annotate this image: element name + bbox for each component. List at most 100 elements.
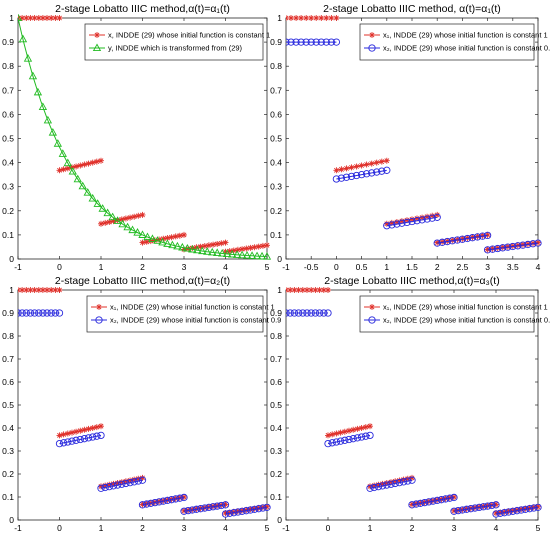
data-point-star [176,232,183,239]
data-point-star [234,246,241,253]
data-point-star [264,503,270,510]
data-point-star [299,287,306,293]
x-tick-label: -1 [14,523,22,533]
data-point-star [81,161,88,168]
data-point-circle [68,437,76,445]
data-point-circle [517,506,525,514]
data-point-star [93,424,100,431]
data-point-circle [209,503,217,511]
data-point-circle [418,216,426,224]
y-tick-label: 0.4 [270,158,282,168]
data-point-triangle [173,241,182,250]
data-point-star [251,505,258,512]
series-layer [286,15,542,254]
data-point-circle [234,508,242,516]
y-tick-label: 0.9 [270,308,282,318]
data-point-star [73,163,80,170]
data-point-circle [391,479,399,488]
data-point-star [329,431,336,438]
data-point-circle [22,309,30,317]
data-point-triangle [43,115,53,124]
y-tick-label: 0.3 [270,446,282,456]
x-tick-label: 0 [334,262,339,272]
y-tick-label: 0.3 [2,446,14,456]
y-tick-label: 0.1 [2,230,14,240]
y-tick-label: 0.8 [2,61,14,71]
data-point-circle [307,38,315,46]
chart-panel-2: 2-stage Lobatto IIIC method, α(t)=α₁(t) 0… [270,3,550,272]
data-point-triangle [232,250,242,258]
data-point-circle [349,435,357,443]
data-point-circle [327,38,336,46]
data-point-circle [488,501,496,510]
data-point-star [226,509,233,516]
data-point-circle [458,235,467,243]
data-point-triangle [218,248,227,257]
data-point-circle [504,508,513,516]
data-point-star [398,218,405,225]
data-point-circle [80,435,89,443]
data-point-star [316,287,323,293]
data-point-star [197,243,204,250]
data-point-star [383,480,390,486]
data-point-star [367,423,373,430]
data-point-star [69,429,75,436]
data-point-circle [370,483,378,492]
data-point-circle [201,504,209,512]
legend-label: x₂, INDDE (29) whose initial function is… [383,44,550,53]
data-point-star [255,504,262,511]
data-point-circle [378,482,387,490]
series-layer [286,287,542,518]
data-point-circle [462,505,471,513]
data-point-circle [97,431,105,440]
data-point-star [383,220,390,227]
y-tick-label: 0.7 [2,85,14,95]
data-point-circle [180,507,188,515]
data-point-circle [399,478,408,486]
data-point-circle [101,483,109,492]
data-point-star [19,15,26,21]
data-point-star [350,426,357,433]
legend-box [84,23,264,61]
data-point-circle [242,507,250,515]
data-point-circle [93,432,101,440]
data-point-star [493,510,499,517]
data-point-star [23,15,30,21]
y-tick-label: 0.5 [2,134,14,144]
data-point-circle [433,496,441,505]
data-point-star [303,15,310,21]
data-point-circle [188,506,196,514]
data-point-star [363,161,370,168]
data-point-circle [286,309,290,317]
data-point-star [118,479,125,486]
data-point-circle [163,496,172,505]
data-point-star [27,15,34,21]
data-point-star [378,158,385,165]
data-point-star [102,219,109,226]
data-point-circle [72,436,80,444]
data-point-triangle [113,216,122,224]
data-point-star [89,159,96,166]
data-point-star [44,287,50,293]
data-point-triangle [223,249,232,258]
data-point-circle [324,309,332,317]
data-point-star [172,233,179,240]
data-point-circle [362,432,370,440]
x-tick-label: 4 [223,262,228,272]
data-point-star [264,242,270,249]
data-point-star [341,428,348,435]
data-point-star [48,287,55,293]
data-point-star [348,164,355,171]
data-point-star [52,15,59,21]
data-point-star [181,494,187,500]
data-point-circle [317,38,325,46]
x-tick-label: 2 [410,523,415,533]
data-point-circle [404,477,412,485]
data-point-triangle [208,247,217,256]
data-point-circle [521,505,530,514]
data-point-circle [437,496,446,504]
y-tick-label: 0.1 [2,492,14,502]
data-point-star [94,32,100,38]
data-point-circle [441,495,450,503]
data-point-circle [324,439,332,448]
